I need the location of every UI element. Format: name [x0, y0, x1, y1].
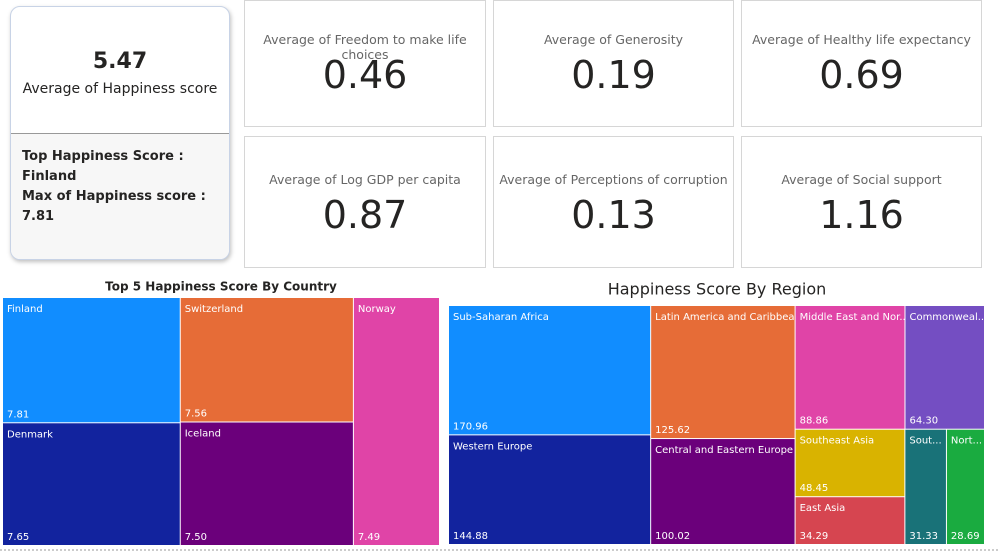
treemap-tile	[449, 306, 651, 435]
card-label: Average of Healthy life expectancy	[752, 32, 971, 47]
tile-label: Central and Eastern Europe	[655, 445, 793, 456]
treemap-tile	[3, 423, 180, 545]
treemap-tile	[651, 306, 795, 439]
kpi-card: 5.47 Average of Happiness score Top Happ…	[10, 6, 230, 260]
card-value: 0.13	[571, 193, 656, 237]
treemap-tile	[795, 497, 905, 544]
metric-card: Average of Generosity 0.19	[493, 0, 734, 127]
tile-value: 144.88	[453, 531, 488, 542]
treemap-tile	[946, 429, 984, 544]
tile-label: Western Europe	[453, 441, 532, 452]
card-value: 1.16	[819, 193, 904, 237]
tile-label: Switzerland	[185, 304, 243, 315]
tile-label: Finland	[7, 304, 43, 315]
tile-value: 170.96	[453, 421, 488, 432]
tile-value: 64.30	[909, 416, 938, 427]
tile-value: 48.45	[800, 483, 829, 494]
tile-label: Southeast Asia	[800, 436, 875, 447]
tile-value: 34.29	[800, 531, 829, 542]
tile-label: Denmark	[7, 429, 53, 440]
treemap-tile	[795, 429, 905, 497]
treemap-tile	[795, 306, 905, 429]
tile-label: Middle East and Nor...	[800, 312, 909, 323]
card-value: 0.19	[571, 53, 656, 97]
treemap-tile	[3, 298, 180, 423]
treemap-tile	[353, 298, 439, 545]
metric-card: Average of Healthy life expectancy 0.69	[741, 0, 982, 127]
treemap-tile	[905, 429, 946, 544]
tile-value: 100.02	[655, 531, 690, 542]
tile-value: 28.69	[951, 531, 980, 542]
tile-label: Norway	[358, 304, 396, 315]
tile-value: 7.81	[7, 409, 29, 420]
treemap-tile	[449, 435, 651, 544]
metric-card: Average of Log GDP per capita 0.87	[244, 136, 486, 268]
card-label: Average of Social support	[781, 172, 942, 187]
card-label: Average of Log GDP per capita	[269, 172, 461, 187]
tile-value: 31.33	[909, 531, 938, 542]
kpi-details: Top Happiness Score : Finland Max of Hap…	[11, 133, 229, 259]
chart-title: Top 5 Happiness Score By Country	[105, 280, 337, 294]
tile-label: Sout...	[909, 436, 941, 447]
card-label: Average of Freedom to make life choices	[263, 32, 467, 62]
kpi-value: 5.47	[92, 49, 148, 74]
tile-value: 125.62	[655, 425, 690, 436]
kpi-line: Top Happiness Score : Finland	[22, 149, 184, 184]
metric-card: Average of Perceptions of corruption 0.13	[493, 136, 734, 268]
kpi-label: Average of Happiness score	[22, 81, 218, 97]
card-value: 0.87	[322, 193, 408, 237]
tile-label: Nort...	[951, 436, 982, 447]
treemap-tile	[905, 306, 984, 429]
tile-label: East Asia	[800, 503, 846, 514]
chart-title: Happiness Score By Region	[608, 280, 827, 299]
tile-label: Latin America and Caribbean	[655, 312, 801, 323]
tile-value: 88.86	[800, 416, 829, 427]
metric-card: Average of Freedom to make life choices 0…	[244, 0, 486, 127]
tile-label: Sub-Saharan Africa	[453, 312, 549, 323]
tile-value: 7.65	[7, 532, 29, 543]
tile-label: Commonweal...	[909, 312, 987, 323]
tile-label: Iceland	[185, 428, 221, 439]
kpi-line: Max of Happiness score : 7.81	[22, 189, 206, 224]
card-label: Average of Perceptions of corruption	[499, 172, 728, 187]
card-label: Average of Generosity	[543, 32, 684, 47]
tile-value: 7.56	[185, 408, 207, 419]
treemap-tile	[180, 422, 353, 545]
metric-card: Average of Social support 1.16	[741, 136, 982, 268]
card-value: 0.46	[322, 53, 408, 97]
tile-value: 7.50	[185, 532, 207, 543]
treemap-tile	[651, 439, 795, 544]
treemap-tile	[180, 298, 353, 422]
card-value: 0.69	[819, 53, 904, 97]
tile-value: 7.49	[358, 532, 380, 543]
